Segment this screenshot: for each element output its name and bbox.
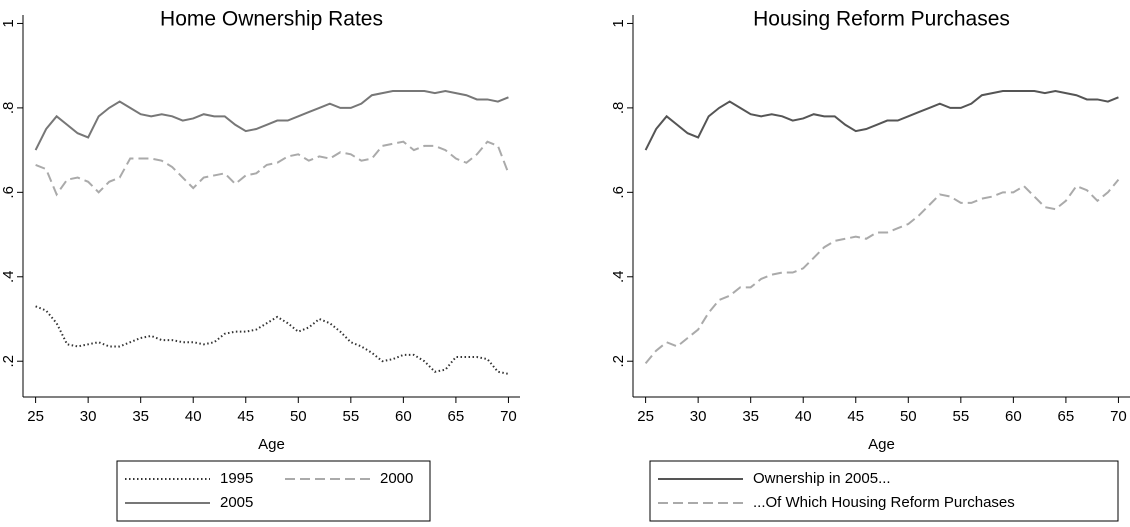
x-tick-label: 65 [1058,408,1075,425]
y-tick-label: .8 [0,102,17,115]
x-tick-label: 55 [952,408,969,425]
series-line [35,305,509,375]
legend-box [649,460,1119,522]
x-tick-label: 45 [237,408,254,425]
y-tick-label: 1 [0,19,17,27]
y-tick-label: .2 [0,355,17,368]
x-tick-label: 35 [132,408,149,425]
x-tick-label: 25 [637,408,654,425]
series-line [644,89,1119,151]
series-line [34,89,509,151]
x-tick-label: 50 [900,408,917,425]
x-tick-label: 25 [27,408,44,425]
legend-label: Ownership in 2005... [753,470,891,487]
y-tick-label: .4 [0,271,17,284]
x-tick-label: 60 [395,408,412,425]
x-tick-label: 40 [795,408,812,425]
legend-label: 1995 [220,470,253,487]
x-tick-label: 55 [342,408,359,425]
y-tick-label: .6 [0,186,17,199]
x-tick-label: 70 [1110,408,1127,425]
x-tick-label: 30 [80,408,97,425]
series-line [644,179,1120,364]
y-tick-label: .8 [610,102,627,115]
x-tick-label: 30 [690,408,707,425]
legend-label: 2000 [380,470,413,487]
legend-label: 2005 [220,494,253,511]
x-tick-label: 70 [500,408,517,425]
x-tick-label: 40 [185,408,202,425]
x-tick-label: 60 [1005,408,1022,425]
legend-box [116,460,431,522]
x-tick-label: 45 [847,408,864,425]
legend-label: ...Of Which Housing Reform Purchases [753,494,1015,511]
x-tick-label: 35 [742,408,759,425]
y-tick-label: .2 [610,355,627,368]
x-tick-label: 65 [448,408,465,425]
y-tick-label: .6 [610,186,627,199]
series-line [35,140,510,197]
chart-title: Housing Reform Purchases [753,8,1010,31]
x-tick-label: 50 [290,408,307,425]
chart-title: Home Ownership Rates [160,8,383,31]
x-axis-label: Age [868,436,895,453]
y-tick-label: 1 [610,19,627,27]
x-axis-label: Age [258,436,285,453]
y-tick-label: .4 [610,271,627,284]
